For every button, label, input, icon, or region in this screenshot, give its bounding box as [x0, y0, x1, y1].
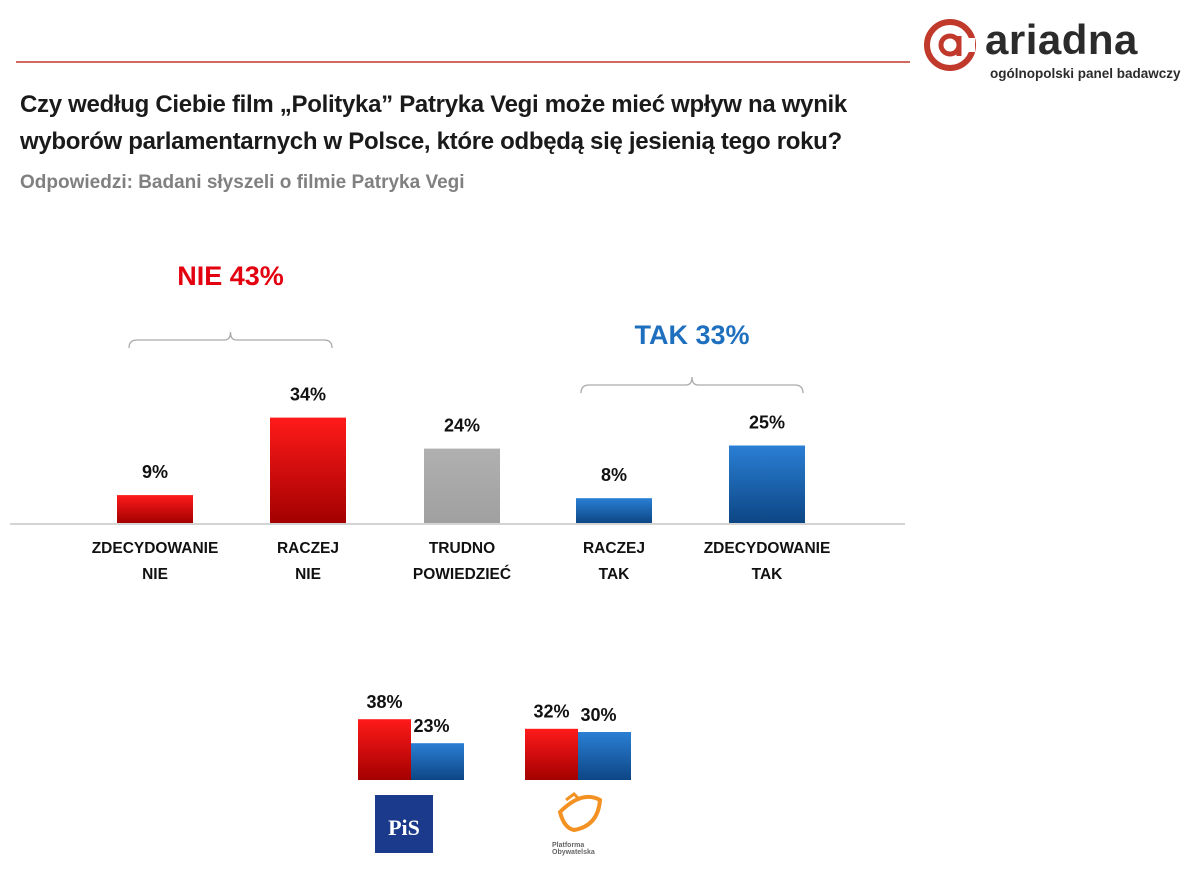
x-tick-label: ZDECYDOWANIE TAK [703, 540, 831, 583]
x-tick-label: TRUDNO POWIEDZIEĆ [412, 540, 512, 583]
chart-subtitle: Odpowiedzi: Badani słyszeli o filmie Pat… [20, 172, 465, 193]
value-label: 9% [142, 462, 168, 482]
po-logo [557, 792, 603, 833]
group-bracket [128, 331, 333, 349]
bar [411, 743, 464, 780]
x-tick-label: RACZEJ NIE [276, 540, 339, 583]
value-label: 24% [444, 415, 480, 435]
value-label: 25% [749, 412, 785, 432]
party-name: PiS [388, 815, 420, 840]
party-name: Platforma Obywatelska [552, 842, 595, 856]
value-label: 23% [413, 716, 449, 736]
bar [424, 448, 500, 523]
value-label: 8% [601, 465, 627, 485]
bar [578, 732, 631, 780]
bar [525, 728, 578, 780]
logo-name: ariadna [985, 16, 1138, 63]
value-label: 30% [580, 705, 616, 725]
x-tick-label: RACZEJ TAK [582, 540, 645, 583]
group-label: TAK 33% [634, 320, 749, 350]
value-label: 32% [533, 702, 569, 722]
bar [358, 719, 411, 780]
chart-title: Czy według Ciebie film „Polityka” Patryk… [20, 91, 847, 155]
bar [270, 417, 346, 523]
value-label: 38% [366, 692, 402, 712]
bar [117, 495, 193, 523]
x-tick-label: ZDECYDOWANIE NIE [91, 540, 219, 583]
logo-tagline: ogólnopolski panel badawczy [990, 66, 1181, 81]
value-label: 34% [290, 384, 326, 404]
bar [729, 445, 805, 523]
pis-logo [375, 795, 433, 853]
group-label: NIE 43% [177, 261, 284, 291]
logo-icon [924, 19, 976, 71]
bar [576, 498, 652, 523]
group-bracket [580, 376, 804, 394]
